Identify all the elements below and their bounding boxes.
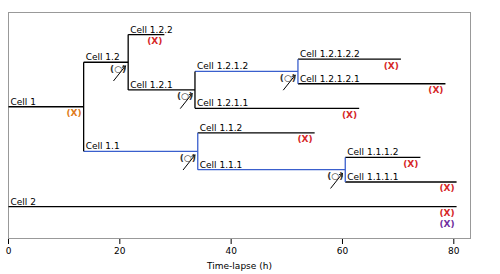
svg-text:80: 80 bbox=[448, 246, 460, 256]
svg-text:Cell 1.2.1: Cell 1.2.1 bbox=[130, 80, 173, 90]
svg-text:Cell 1.1: Cell 1.1 bbox=[86, 141, 120, 151]
svg-text:Cell 1.1.1: Cell 1.1.1 bbox=[200, 160, 243, 170]
svg-text:Cell 1.2.1.2.1: Cell 1.2.1.2.1 bbox=[300, 74, 360, 84]
svg-text:(X): (X) bbox=[439, 208, 454, 218]
svg-text:(○): (○) bbox=[280, 73, 296, 83]
svg-text:(X): (X) bbox=[147, 36, 162, 46]
svg-text:(X): (X) bbox=[66, 108, 81, 118]
svg-text:Cell 1.1.1.2: Cell 1.1.1.2 bbox=[347, 147, 398, 157]
svg-text:(X): (X) bbox=[384, 61, 399, 71]
svg-text:Cell 1.2: Cell 1.2 bbox=[86, 52, 120, 62]
svg-text:0: 0 bbox=[6, 246, 12, 256]
svg-text:(○): (○) bbox=[177, 91, 193, 101]
svg-text:(X): (X) bbox=[342, 110, 357, 120]
svg-text:Cell 1.2.1.2: Cell 1.2.1.2 bbox=[197, 61, 248, 71]
svg-text:(X): (X) bbox=[403, 159, 418, 169]
svg-text:Cell 2: Cell 2 bbox=[11, 197, 36, 207]
svg-text:(X): (X) bbox=[297, 134, 312, 144]
svg-text:20: 20 bbox=[114, 246, 126, 256]
svg-text:40: 40 bbox=[225, 246, 237, 256]
svg-text:(X): (X) bbox=[439, 219, 454, 229]
svg-text:(X): (X) bbox=[439, 183, 454, 193]
svg-text:Cell 1.2.1.2.2: Cell 1.2.1.2.2 bbox=[300, 49, 360, 59]
svg-text:Cell 1: Cell 1 bbox=[11, 97, 36, 107]
svg-text:(○): (○) bbox=[327, 171, 343, 181]
svg-text:(X): (X) bbox=[428, 85, 443, 95]
svg-text:Cell 1.1.2: Cell 1.1.2 bbox=[200, 123, 243, 133]
svg-text:(○): (○) bbox=[180, 153, 196, 163]
svg-text:Time-lapse (h): Time-lapse (h) bbox=[206, 261, 272, 271]
svg-text:Cell 1.2.1.1: Cell 1.2.1.1 bbox=[197, 98, 248, 108]
svg-text:Cell 1.1.1.1: Cell 1.1.1.1 bbox=[347, 172, 398, 182]
svg-text:Cell 1.2.2: Cell 1.2.2 bbox=[130, 25, 173, 35]
svg-text:(○): (○) bbox=[110, 64, 126, 74]
svg-text:60: 60 bbox=[337, 246, 349, 256]
